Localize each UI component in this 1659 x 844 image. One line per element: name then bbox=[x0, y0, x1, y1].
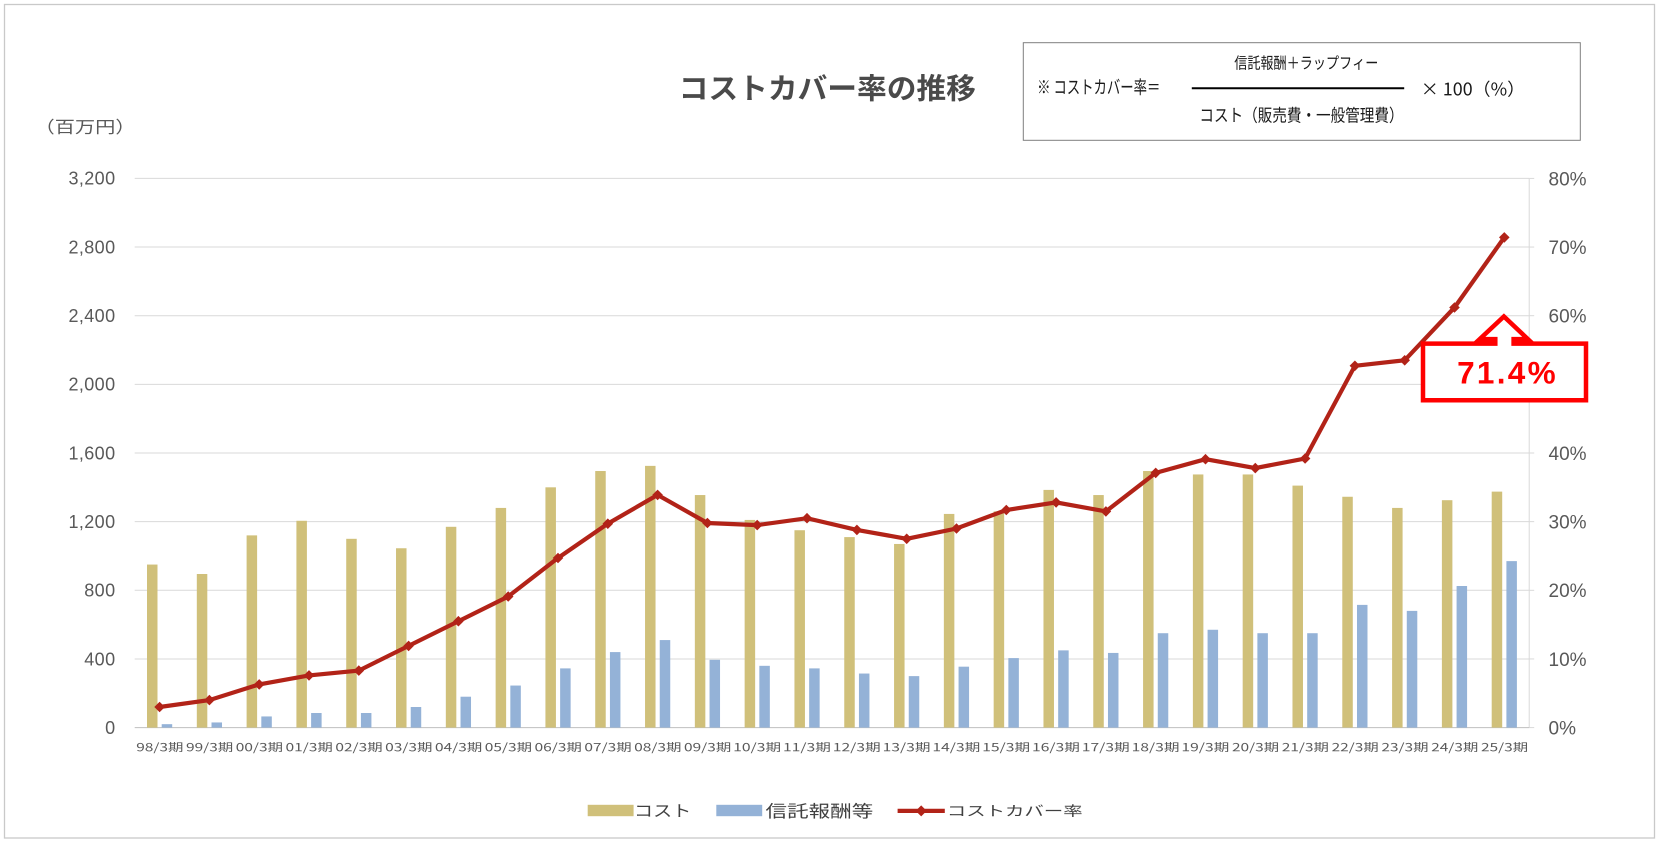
svg-text:70%: 70% bbox=[1549, 238, 1587, 259]
svg-text:30%: 30% bbox=[1549, 513, 1587, 534]
svg-text:60%: 60% bbox=[1549, 307, 1587, 328]
svg-text:40%: 40% bbox=[1549, 444, 1587, 465]
svg-text:20%: 20% bbox=[1549, 581, 1587, 602]
svg-text:3,200: 3,200 bbox=[68, 169, 115, 189]
svg-text:2,400: 2,400 bbox=[68, 306, 115, 326]
svg-text:2,000: 2,000 bbox=[68, 375, 115, 395]
svg-text:10%: 10% bbox=[1549, 650, 1587, 671]
svg-text:1,600: 1,600 bbox=[68, 443, 115, 463]
svg-text:400: 400 bbox=[84, 649, 115, 669]
svg-text:0%: 0% bbox=[1549, 719, 1577, 740]
svg-text:71.4%: 71.4% bbox=[1457, 355, 1558, 391]
svg-text:800: 800 bbox=[84, 581, 115, 601]
svg-text:2,800: 2,800 bbox=[68, 237, 115, 257]
svg-text:80%: 80% bbox=[1549, 169, 1587, 190]
svg-text:0: 0 bbox=[105, 718, 115, 738]
svg-text:1,200: 1,200 bbox=[68, 512, 115, 532]
